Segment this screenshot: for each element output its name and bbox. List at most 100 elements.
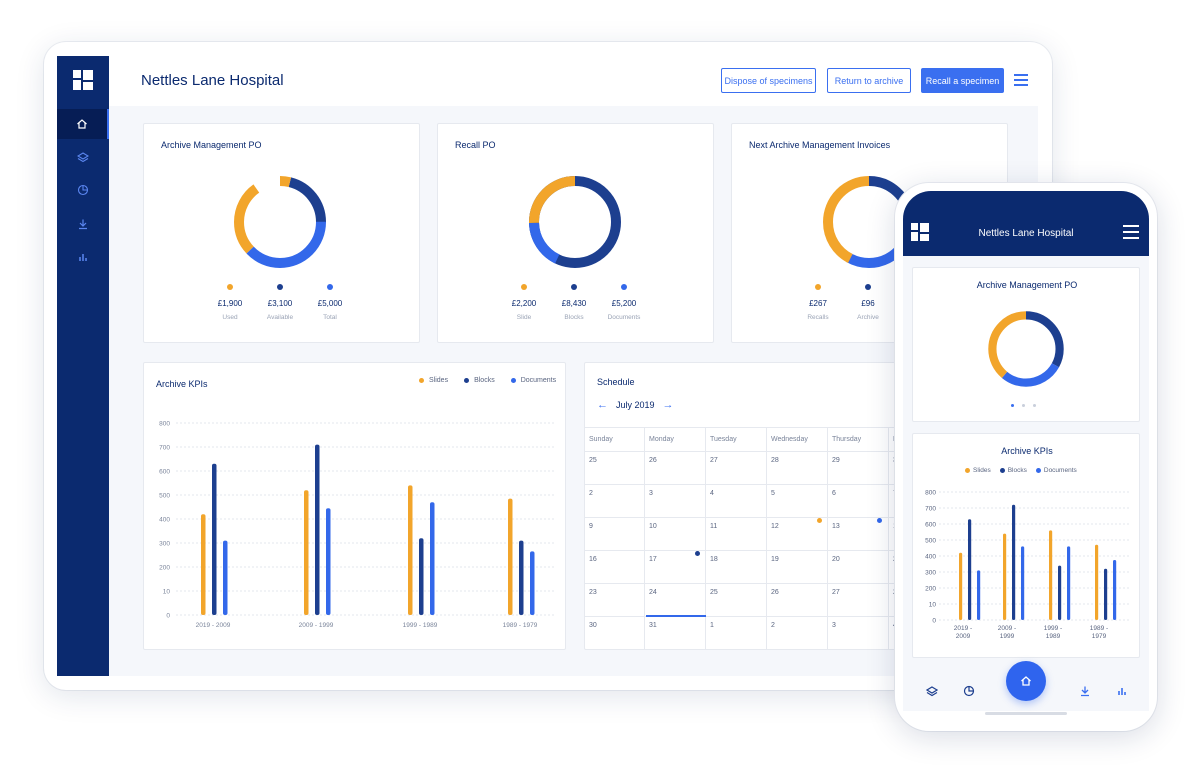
legend-item: £8,430 Blocks	[549, 284, 599, 321]
bar-slides	[408, 485, 413, 615]
donut-slice-total	[234, 176, 326, 268]
sidebar-item-reports[interactable]	[57, 175, 109, 205]
donut-slice-total	[988, 311, 1064, 387]
calendar-day[interactable]: 20	[828, 551, 889, 584]
donut-slice-used-top	[234, 176, 326, 268]
card-title: Archive KPIs	[156, 379, 208, 389]
y-tick-label: 200	[159, 565, 170, 572]
calendar-day[interactable]: 12	[767, 518, 828, 551]
calendar-day[interactable]: 5	[767, 485, 828, 518]
legend-item: £2,200 Slide	[499, 284, 549, 321]
calendar-day[interactable]: 28	[767, 452, 828, 485]
month-nav: ← July 2019 →	[597, 399, 674, 411]
y-tick-label: 800	[925, 490, 936, 497]
calendar-day[interactable]: 25	[585, 452, 645, 485]
kpi-legend: Slides Blocks Documents	[419, 377, 556, 384]
prev-month-icon[interactable]: ←	[597, 399, 608, 411]
calendar-day[interactable]: 18	[706, 551, 767, 584]
legend-blocks: Blocks	[999, 467, 1027, 474]
return-to-archive-button[interactable]: Return to archive	[827, 68, 911, 93]
event-dot[interactable]	[817, 518, 822, 523]
dispose-specimens-button[interactable]: Dispose of specimens	[721, 68, 816, 93]
sidebar-item-download[interactable]	[57, 209, 109, 239]
calendar-day[interactable]: 16	[585, 551, 645, 584]
calendar-day[interactable]: 3	[645, 485, 706, 518]
phone-kpi-legend: Slides Blocks Documents	[965, 467, 1077, 474]
home-icon	[1021, 676, 1031, 686]
calendar-day[interactable]: 30	[585, 617, 645, 650]
invoices-donut	[823, 176, 915, 268]
bar-documents	[977, 570, 981, 620]
legend-documents: Documents	[1035, 467, 1077, 474]
y-tick-label: 700	[925, 506, 936, 513]
menu-icon[interactable]	[1014, 74, 1028, 86]
legend-documents: Documents	[510, 377, 556, 384]
bar-blocks	[315, 444, 320, 615]
legend-item: £5,200 Documents	[599, 284, 649, 321]
calendar-day[interactable]: 31	[645, 617, 706, 650]
pie-chart-icon[interactable]	[963, 685, 975, 697]
sidebar-item-layers[interactable]	[57, 142, 109, 172]
event-dot[interactable]	[695, 551, 700, 556]
bar-slides	[959, 552, 963, 620]
day-header: Thursday	[828, 428, 889, 452]
sidebar-item-home[interactable]	[57, 109, 109, 139]
calendar-day[interactable]: 1	[706, 617, 767, 650]
carousel-dots[interactable]	[1011, 404, 1036, 407]
calendar-day[interactable]: 2	[767, 617, 828, 650]
card-title: Archive Management PO	[976, 280, 1078, 290]
download-icon[interactable]	[1079, 685, 1091, 697]
calendar-day[interactable]: 26	[767, 584, 828, 617]
calendar-day[interactable]: 27	[706, 452, 767, 485]
calendar-day[interactable]: 23	[585, 584, 645, 617]
bar-slides	[1003, 533, 1007, 620]
event-dot[interactable]	[877, 518, 882, 523]
month-label: July 2019	[616, 400, 655, 410]
calendar-day[interactable]: 4	[706, 485, 767, 518]
bar-chart-icon[interactable]	[1116, 685, 1128, 697]
next-month-icon[interactable]: →	[662, 399, 674, 411]
day-header: Monday	[645, 428, 706, 452]
calendar-day[interactable]: 3	[828, 617, 889, 650]
legend-item: £1,900 Used	[205, 284, 255, 321]
card-title: Archive KPIs	[1001, 446, 1053, 456]
bar-documents	[1021, 546, 1025, 620]
selected-day-indicator	[646, 615, 706, 617]
calendar-day[interactable]: 13	[828, 518, 889, 551]
bar-blocks	[212, 463, 217, 615]
bar-blocks	[419, 538, 424, 615]
bar-documents	[326, 508, 331, 615]
phone-kpis-card: Archive KPIs Slides Blocks Documents 800…	[912, 433, 1140, 658]
legend-item: £267 Recalls	[793, 284, 843, 321]
legend-slides: Slides	[965, 467, 991, 474]
x-tick-label: 1989 - 1979	[503, 622, 538, 629]
y-tick-label: 500	[925, 538, 936, 545]
calendar-day[interactable]: 17	[645, 551, 706, 584]
calendar-day[interactable]: 11	[706, 518, 767, 551]
y-tick-label: 500	[159, 493, 170, 500]
recall-specimen-button[interactable]: Recall a specimen	[921, 68, 1004, 93]
calendar-day[interactable]: 27	[828, 584, 889, 617]
donut-slice-used	[234, 176, 326, 268]
sidebar-item-analytics[interactable]	[57, 242, 109, 272]
phone-donut	[988, 311, 1064, 387]
calendar-day[interactable]: 6	[828, 485, 889, 518]
calendar-day[interactable]: 19	[767, 551, 828, 584]
layers-icon[interactable]	[926, 685, 938, 697]
calendar-day[interactable]: 2	[585, 485, 645, 518]
calendar-day[interactable]: 24	[645, 584, 706, 617]
calendar-day[interactable]: 9	[585, 518, 645, 551]
y-tick-label: 10	[163, 589, 171, 596]
calendar-day[interactable]: 26	[645, 452, 706, 485]
y-tick-label: 800	[159, 421, 170, 428]
bar-documents	[1067, 546, 1071, 620]
home-button[interactable]	[1006, 661, 1046, 701]
calendar-day[interactable]: 25	[706, 584, 767, 617]
y-tick-label: 400	[925, 554, 936, 561]
dashboard-screen: Nettles Lane Hospital Dispose of specime…	[57, 56, 1038, 676]
calendar-day[interactable]: 29	[828, 452, 889, 485]
calendar-day[interactable]: 10	[645, 518, 706, 551]
bar-blocks	[519, 540, 524, 615]
layers-icon	[77, 152, 89, 163]
menu-icon[interactable]	[1123, 225, 1139, 239]
